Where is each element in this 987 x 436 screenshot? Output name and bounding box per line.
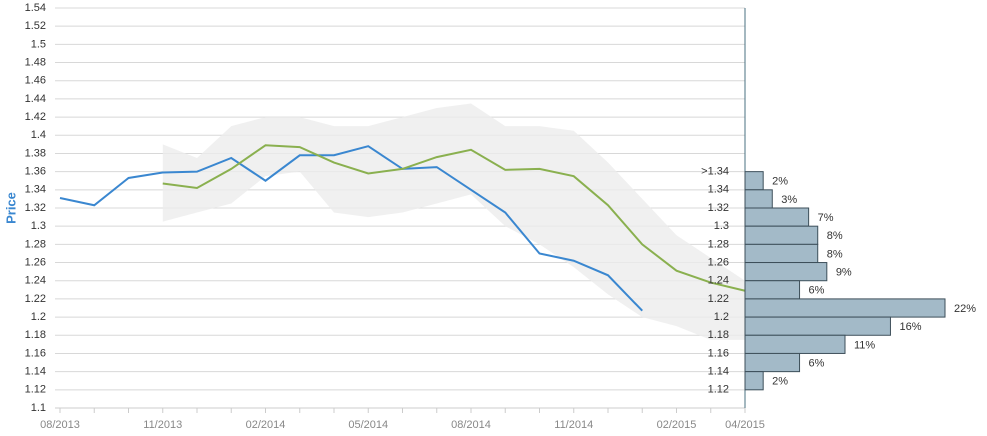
y-tick-label: 1.36: [25, 166, 46, 178]
y-axis-title: Price: [3, 192, 18, 224]
hist-bar: [744, 171, 764, 191]
y-tick-label: 1.14: [25, 366, 46, 378]
bin-label: 1.28: [708, 238, 729, 250]
bin-label: 1.3: [714, 220, 729, 232]
y-tick-label: 1.44: [25, 93, 46, 105]
bin-label: 1.32: [708, 202, 729, 214]
x-tick-label: 05/2014: [348, 419, 388, 431]
y-tick-label: 1.48: [25, 56, 46, 68]
value-label: 16%: [899, 321, 921, 333]
x-tick-label: 11/2013: [143, 419, 182, 431]
y-tick-label: 1.2: [31, 311, 46, 323]
x-tick-label: 11/2014: [554, 419, 593, 431]
hist-bar: [744, 243, 819, 264]
value-label: 8%: [827, 230, 843, 242]
value-label: 9%: [836, 267, 852, 279]
y-tick-label: 1.52: [25, 20, 46, 32]
hist-bar: [744, 207, 810, 227]
hist-bar: [744, 189, 773, 209]
y-tick-label: 1.4: [31, 129, 46, 141]
y-tick-label: 1.34: [25, 184, 46, 196]
y-tick-label: 1.38: [25, 147, 46, 159]
y-tick-label: 1.26: [25, 256, 46, 268]
hist-bar: [744, 298, 946, 318]
y-tick-label: 1.1: [31, 402, 46, 414]
x-tick-label: 02/2014: [246, 419, 286, 431]
hist-bar: [744, 334, 846, 354]
y-tick-label: 1.32: [25, 202, 46, 214]
bin-label: 1.12: [708, 384, 729, 396]
bin-label: 1.22: [708, 293, 729, 305]
value-label: 8%: [827, 248, 843, 260]
y-tick-label: 1.22: [25, 293, 46, 305]
bin-label: >1.34: [701, 166, 729, 178]
bin-label: 1.2: [714, 311, 729, 323]
bin-label: 1.18: [708, 329, 729, 341]
hist-bar: [744, 262, 828, 282]
y-tick-label: 1.46: [25, 75, 46, 87]
value-label: 2%: [772, 376, 788, 388]
x-tick-label: 08/2013: [40, 419, 80, 431]
y-tick-label: 1.12: [25, 384, 46, 396]
bin-label: 1.34: [708, 184, 729, 196]
value-label: 22%: [954, 303, 976, 315]
value-label: 6%: [809, 285, 825, 297]
hist-bar: [744, 316, 891, 336]
bin-label: 1.14: [708, 366, 729, 378]
bin-label: 1.24: [708, 275, 729, 287]
bin-label: 1.16: [708, 347, 729, 359]
y-tick-label: 1.18: [25, 329, 46, 341]
y-tick-label: 1.28: [25, 238, 46, 250]
value-label: 2%: [772, 176, 788, 188]
line: [59, 145, 643, 312]
hist-bar: [744, 225, 819, 245]
hist-bar: [744, 352, 801, 373]
x-tick-label: 02/2015: [657, 419, 697, 431]
hist-bar: [744, 371, 764, 391]
x-tick-label: 08/2014: [451, 419, 491, 431]
hist-bar: [744, 280, 801, 300]
x-tick-label: 04/2015: [725, 419, 765, 431]
y-tick-label: 1.5: [31, 38, 46, 50]
band: [162, 103, 745, 340]
bin-label: 1.26: [708, 256, 729, 268]
value-label: 6%: [809, 357, 825, 369]
y-tick-label: 1.54: [25, 2, 46, 14]
value-label: 11%: [854, 339, 875, 351]
value-label: 3%: [781, 194, 797, 206]
y-tick-label: 1.16: [25, 347, 46, 359]
y-tick-label: 1.24: [25, 275, 46, 287]
y-tick-label: 1.3: [31, 220, 46, 232]
line: [162, 144, 746, 292]
value-label: 7%: [818, 212, 834, 224]
y-tick-label: 1.42: [25, 111, 46, 123]
